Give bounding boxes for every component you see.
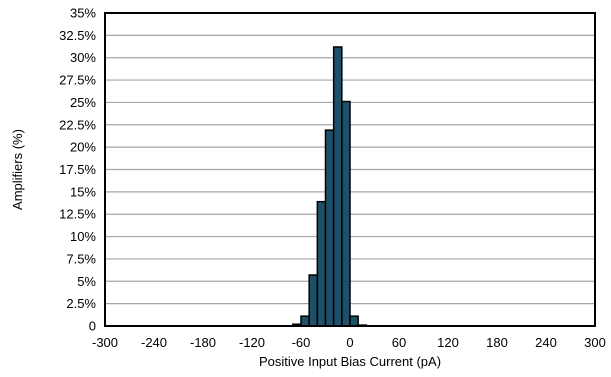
histogram-bar <box>308 274 319 327</box>
x-tick-label: 300 <box>584 335 606 350</box>
plot-frame <box>104 12 596 327</box>
y-tick-label: 0 <box>89 319 96 334</box>
y-tick-label: 2.5% <box>66 296 96 311</box>
x-tick-label: 60 <box>392 335 406 350</box>
y-axis-title: Amplifiers (%) <box>10 129 25 210</box>
y-tick-labels: 0 2.5% 5% 7.5% 10% 12.5% 15% 17.5% 20% 22.5% 25% 27… <box>59 6 96 334</box>
histogram-bar <box>316 200 327 327</box>
histogram-bar <box>349 315 359 327</box>
y-tick-label: 25% <box>70 95 96 110</box>
y-tick-label: 35% <box>70 6 96 21</box>
y-tick-label: 7.5% <box>66 251 96 266</box>
y-tick-label: 32.5% <box>59 28 96 43</box>
x-tick-label: -180 <box>190 335 216 350</box>
y-tick-label: 22.5% <box>59 117 96 132</box>
y-tick-label: 10% <box>70 229 96 244</box>
x-tick-label: -300 <box>92 335 118 350</box>
x-tick-label: -240 <box>141 335 167 350</box>
histogram-bar <box>332 46 343 327</box>
x-tick-label: 120 <box>437 335 459 350</box>
y-tick-label: 5% <box>77 274 96 289</box>
x-tick-labels: -300 -240 -180 -120 -60 0 60 120 180 240 300 <box>92 335 606 350</box>
y-tick-label: 15% <box>70 184 96 199</box>
histogram-bar <box>341 100 351 327</box>
x-tick-label: 180 <box>486 335 508 350</box>
y-tick-label: 30% <box>70 50 96 65</box>
histogram-bar <box>324 129 335 327</box>
y-tick-label: 27.5% <box>59 73 96 88</box>
x-tick-label: 240 <box>535 335 557 350</box>
x-tick-label: -120 <box>239 335 265 350</box>
x-axis-title: Positive Input Bias Current (pA) <box>259 354 441 369</box>
x-tick-label: 0 <box>346 335 353 350</box>
x-tick-label: -60 <box>292 335 311 350</box>
y-tick-label: 17.5% <box>59 162 96 177</box>
y-tick-label: 12.5% <box>59 207 96 222</box>
histogram-bar <box>300 315 310 327</box>
bars <box>292 46 368 327</box>
y-tick-label: 20% <box>70 140 96 155</box>
